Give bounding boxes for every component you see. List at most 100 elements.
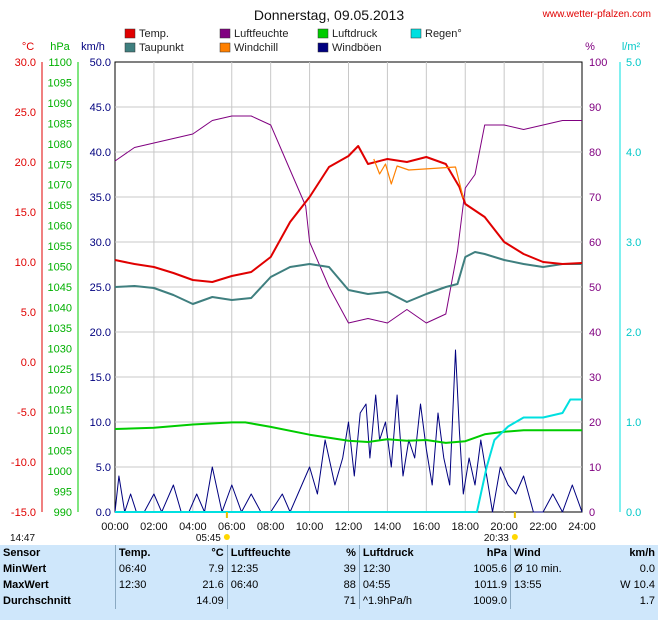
rain-tick-label: 2.0 [626,327,641,339]
stats-wind-time: 13:55 [509,577,595,593]
site-credit[interactable]: www.wetter-pfalzen.com [542,9,651,20]
dewpoint-line [114,251,582,305]
pressure-tick-label: 1020 [48,384,72,396]
wind-tick-label: 25.0 [90,282,111,294]
stats-press-time: ^1.9hPa/h [358,593,449,609]
humidity-unit: % [585,41,595,53]
stats-hum-value: 71 [343,595,356,607]
legend-swatch [410,28,422,39]
legend-label: Windböen [332,42,382,54]
pressure-tick-label: 1045 [48,282,72,294]
rain-tick-label: 5.0 [626,57,641,69]
stats-header-hum-unit: % [346,547,356,559]
stats-hum-value: 39 [343,563,356,575]
wind-tick-label: 5.0 [96,462,111,474]
temp-unit: °C [22,41,34,53]
humidity-tick-label: 20 [589,417,601,429]
pressure-tick-label: 995 [54,487,72,499]
wind-unit: km/h [81,41,105,53]
humidity-tick-label: 10 [589,462,601,474]
stats-wind-time [509,593,595,609]
stats-header-sensor: Sensor [3,547,41,559]
temp-tick-label: 5.0 [21,307,36,319]
stats-header-hum: Luftfeuchte [226,545,331,561]
sun-markers: 05:45 20:33 14:47 [10,512,518,544]
wind-tick-label: 35.0 [90,192,111,204]
pressure-tick-label: 1075 [48,159,72,171]
axes: 30.0 25.0 20.0 15.0 10.0 5.0 0.0 -5.0 -10.0 -15.0… [11,41,641,533]
stats-wind-value: 0.0 [639,563,655,575]
rain-tick-label: 0.0 [626,507,641,519]
pressure-tick-label: 990 [54,507,72,519]
humidity-tick-label: 50 [589,282,601,294]
pressure-tick-label: 1080 [48,139,72,151]
grid [115,62,582,512]
legend-swatch [124,28,136,39]
humidity-line [114,115,582,324]
wind-tick-label: 15.0 [90,372,111,384]
stats-temp-value: 7.9 [208,563,224,575]
time-tick-label: 08:00 [257,521,285,533]
temp-tick-label: -5.0 [17,407,36,419]
temp-tick-label: -15.0 [11,507,36,519]
pressure-tick-label: 1055 [48,241,72,253]
time-tick-label: 22:00 [529,521,557,533]
time-tick-label: 20:00 [490,521,518,533]
humidity-tick-label: 30 [589,372,601,384]
pressure-unit: hPa [50,41,70,53]
time-tick-label: 16:00 [413,521,441,533]
legend-swatch [317,42,329,53]
time-tick-label: 24:00 [568,521,596,533]
windchill-line [373,158,464,199]
stats-header-press-unit: hPa [486,547,507,559]
temp-tick-label: -10.0 [11,457,36,469]
stats-press-time: 12:30 [358,561,449,577]
sun-icon [223,534,230,540]
stats-press-value: 1005.6 [473,563,507,575]
temp-tick-label: 25.0 [15,107,36,119]
stats-temp-time: 12:30 [114,577,175,593]
sunset-time: 20:33 [484,533,509,544]
legend-label: Windchill [234,42,278,54]
stats-hum-time [226,593,331,609]
stats-header-wind-unit: km/h [629,547,655,559]
pressure-tick-label: 1070 [48,180,72,192]
stats-hum-time: 12:35 [226,561,331,577]
series [114,115,583,513]
weather-chart: Donnerstag, 09.05.2013 www.wetter-pfalze… [10,7,651,544]
moon-icon [42,534,50,541]
pressure-line [114,421,582,444]
pressure-tick-label: 1100 [48,57,72,69]
time-tick-label: 06:00 [218,521,246,533]
rain-tick-label: 1.0 [626,417,641,429]
pressure-tick-label: 1050 [48,262,72,274]
stats-table: Sensor Temp. °C Luftfeuchte % Luftdruck … [0,545,658,609]
humidity-tick-label: 100 [589,57,607,69]
time-tick-label: 12:00 [335,521,363,533]
humidity-tick-label: 90 [589,102,601,114]
wind-tick-label: 30.0 [90,237,111,249]
pressure-tick-label: 1065 [48,200,72,212]
stats-press-value: 1009.0 [473,595,507,607]
stats-header-temp: Temp. [114,545,175,561]
pressure-tick-label: 1030 [48,343,72,355]
stats-temp-value: 21.6 [202,579,224,591]
moonrise-time: 14:47 [10,533,35,544]
time-tick-label: 18:00 [451,521,479,533]
stats-press-value: 1011.9 [474,579,507,591]
wind-tick-label: 40.0 [90,147,111,159]
legend-label: Temp. [139,28,169,40]
stats-wind-value: 1.7 [639,595,655,607]
stats-hum-time: 06:40 [226,577,331,593]
time-tick-label: 14:00 [374,521,402,533]
pressure-tick-label: 1085 [48,118,72,130]
pressure-tick-label: 1035 [48,323,72,335]
time-tick-label: 00:00 [101,521,129,533]
wind-tick-label: 20.0 [90,327,111,339]
wind-tick-label: 45.0 [90,102,111,114]
stats-row-min: MinWert 06:40 7.9 12:35 39 12:30 1005.6 … [0,561,658,577]
pressure-tick-label: 1010 [48,425,72,437]
rain-line [115,398,582,513]
stats-header-temp-unit: °C [211,547,224,559]
stats-label: Durchschnitt [3,595,71,607]
